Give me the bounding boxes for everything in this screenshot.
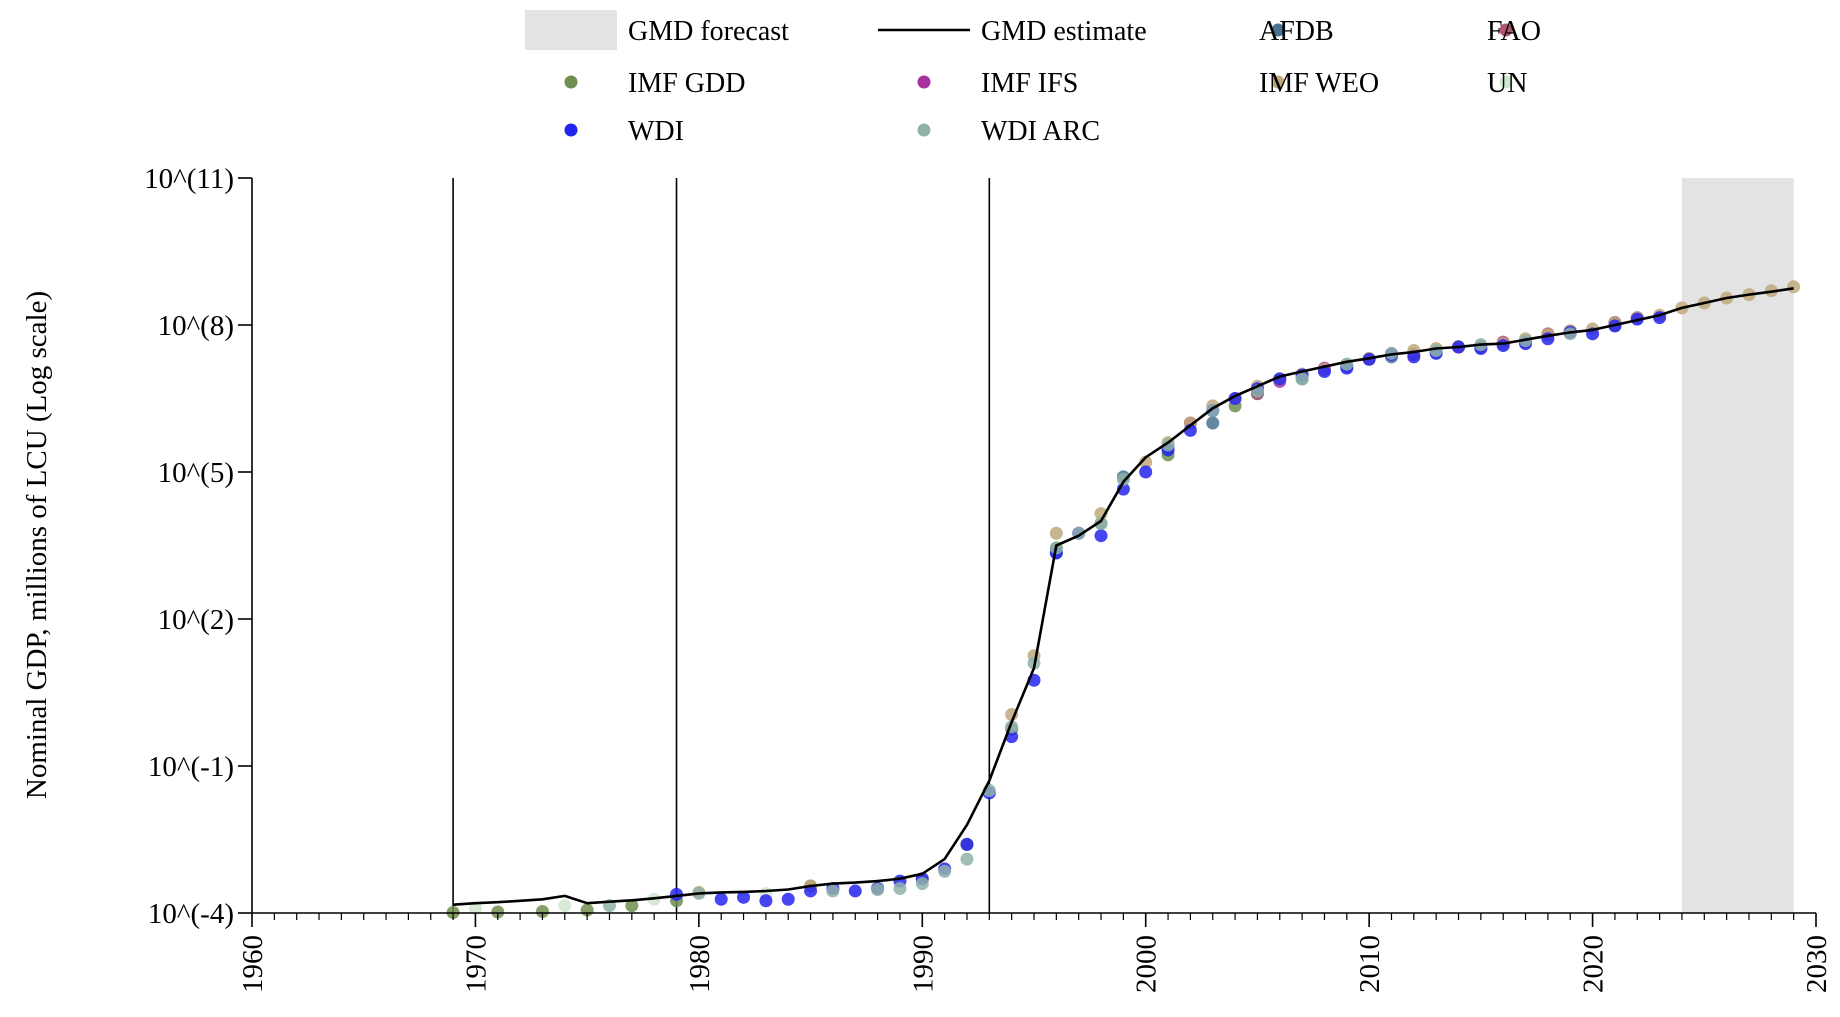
legend-label: WDI ARC bbox=[981, 116, 1100, 147]
data-point bbox=[759, 894, 773, 908]
legend-item-fao: FAO bbox=[1487, 16, 1541, 47]
chart-legend: GMD forecast GMD estimate AFDB FAO IMF GDD IM… bbox=[525, 10, 1541, 147]
data-point bbox=[1206, 416, 1220, 430]
legend-item-imf-gdd: IMF GDD bbox=[564, 68, 745, 99]
legend-item-imf-weo: IMF WEO bbox=[1259, 68, 1379, 99]
x-tick-label: 2030 bbox=[1801, 935, 1833, 993]
data-point bbox=[1094, 516, 1108, 530]
series-imf-weo bbox=[692, 280, 1801, 899]
x-tick-label: 1970 bbox=[460, 935, 492, 993]
x-tick-label: 1980 bbox=[684, 935, 716, 993]
data-point bbox=[714, 892, 728, 906]
y-axis-title: Nominal GDP, millions of LCU (Log scale) bbox=[21, 291, 53, 799]
data-point bbox=[938, 864, 952, 878]
legend-item-imf-ifs: IMF IFS bbox=[917, 68, 1078, 99]
data-point bbox=[670, 887, 684, 901]
data-point bbox=[960, 852, 974, 866]
legend-item-afdb: AFDB bbox=[1259, 16, 1334, 47]
legend-label: WDI bbox=[628, 116, 684, 147]
plot-area bbox=[446, 178, 1801, 920]
data-point bbox=[1161, 438, 1175, 452]
legend-item-un: UN bbox=[1487, 68, 1527, 99]
legend-item-wdi: WDI bbox=[564, 116, 684, 147]
data-point bbox=[535, 905, 549, 919]
data-point bbox=[468, 901, 482, 915]
data-point bbox=[1563, 327, 1577, 341]
data-point bbox=[960, 837, 974, 851]
y-tick-label: 10^(8) bbox=[158, 310, 234, 342]
data-point bbox=[871, 882, 885, 896]
legend-label: GMD estimate bbox=[981, 16, 1147, 47]
x-tick-label: 2010 bbox=[1354, 935, 1386, 993]
series-afdb bbox=[1049, 316, 1622, 560]
data-point bbox=[848, 884, 862, 898]
legend-swatch bbox=[525, 10, 617, 50]
x-tick-label: 2000 bbox=[1131, 935, 1163, 993]
data-point bbox=[781, 892, 795, 906]
series-wdi bbox=[670, 311, 1667, 908]
data-point bbox=[558, 899, 572, 913]
legend-label: GMD forecast bbox=[628, 16, 789, 47]
legend-swatch bbox=[564, 123, 578, 137]
axes: 10^(-4) 10^(-1) 10^(2) 10^(5) 10^(8) 10^(11) 1… bbox=[144, 163, 1833, 993]
x-tick-label: 1990 bbox=[907, 935, 939, 993]
data-point bbox=[1295, 372, 1309, 386]
gmd-estimate-line bbox=[453, 287, 1794, 906]
legend-swatch bbox=[1499, 75, 1513, 89]
legend-label: FAO bbox=[1487, 16, 1541, 47]
legend-label: AFDB bbox=[1259, 16, 1334, 47]
x-tick-label: 2020 bbox=[1578, 935, 1610, 993]
legend-item-wdi-arc: WDI ARC bbox=[917, 116, 1100, 147]
legend-label: IMF IFS bbox=[981, 68, 1078, 99]
data-point bbox=[1787, 280, 1801, 294]
legend-swatch bbox=[564, 75, 578, 89]
data-point bbox=[737, 890, 751, 904]
legend-label: IMF GDD bbox=[628, 68, 745, 99]
y-tick-label: 10^(5) bbox=[158, 457, 234, 489]
data-point bbox=[1340, 357, 1354, 371]
x-tick-label: 1960 bbox=[237, 935, 269, 993]
legend-swatch bbox=[917, 75, 931, 89]
legend-swatch bbox=[1271, 75, 1285, 89]
data-point bbox=[1139, 465, 1153, 479]
data-point bbox=[625, 899, 639, 913]
y-tick-label: 10^(-4) bbox=[148, 898, 234, 930]
legend-item-gmd-forecast: GMD forecast bbox=[525, 10, 789, 50]
legend-swatch bbox=[917, 123, 931, 137]
data-point bbox=[1116, 472, 1130, 486]
y-tick-label: 10^(-1) bbox=[148, 751, 234, 783]
series-wdi-arc bbox=[602, 327, 1577, 913]
legend-item-gmd-estimate: GMD estimate bbox=[878, 16, 1147, 47]
data-point bbox=[915, 877, 929, 891]
data-point bbox=[491, 905, 505, 919]
data-point bbox=[826, 884, 840, 898]
data-point bbox=[1094, 529, 1108, 543]
legend-swatch bbox=[1271, 23, 1285, 37]
legend-label: IMF WEO bbox=[1259, 68, 1379, 99]
data-point bbox=[1049, 526, 1063, 540]
y-tick-label: 10^(2) bbox=[158, 604, 234, 636]
data-point bbox=[1496, 339, 1510, 353]
data-point bbox=[893, 882, 907, 895]
y-tick-label: 10^(11) bbox=[144, 163, 234, 195]
legend-swatch bbox=[1499, 23, 1513, 37]
legend-label: UN bbox=[1487, 68, 1527, 99]
